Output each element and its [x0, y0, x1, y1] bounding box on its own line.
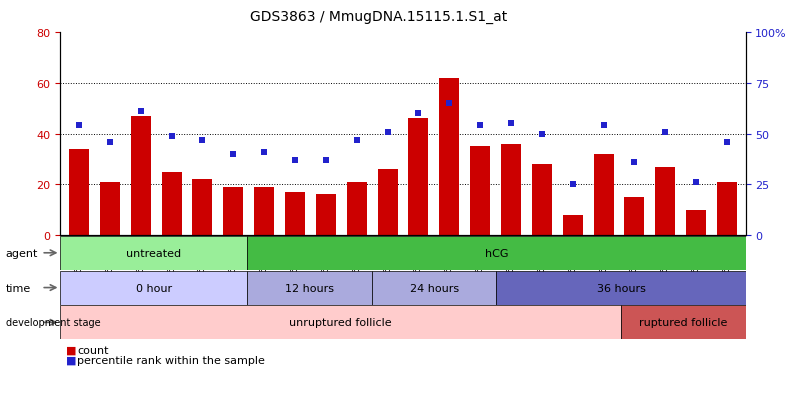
Bar — [285, 192, 305, 235]
Text: percentile rank within the sample: percentile rank within the sample — [77, 355, 265, 365]
Point — [567, 182, 580, 188]
Bar — [223, 188, 243, 235]
Bar — [316, 195, 336, 235]
Bar — [247, 271, 372, 305]
Point — [505, 121, 517, 127]
Bar — [409, 119, 429, 235]
Bar — [439, 78, 459, 235]
Bar — [347, 182, 367, 235]
Bar — [717, 182, 737, 235]
Bar — [372, 271, 496, 305]
Text: ■: ■ — [66, 355, 77, 365]
Text: unruptured follicle: unruptured follicle — [289, 318, 392, 328]
Text: GDS3863 / MmugDNA.15115.1.S1_at: GDS3863 / MmugDNA.15115.1.S1_at — [250, 10, 508, 24]
Bar — [161, 172, 181, 235]
Bar — [621, 306, 746, 339]
Text: 0 hour: 0 hour — [135, 283, 172, 293]
Bar — [69, 150, 89, 235]
Point — [535, 131, 548, 138]
Point — [381, 129, 394, 135]
Bar — [593, 154, 613, 235]
Bar — [377, 170, 397, 235]
Text: ruptured follicle: ruptured follicle — [639, 318, 728, 328]
Point — [442, 100, 455, 107]
Bar — [563, 215, 583, 235]
Point — [412, 111, 425, 117]
Point — [103, 139, 116, 146]
Text: 24 hours: 24 hours — [409, 283, 459, 293]
Point — [474, 123, 487, 129]
Bar — [470, 147, 490, 235]
Text: development stage: development stage — [6, 318, 100, 328]
Bar — [254, 188, 274, 235]
Text: ■: ■ — [66, 345, 77, 355]
Bar — [625, 197, 645, 235]
Bar — [532, 165, 552, 235]
Point — [351, 137, 364, 144]
Bar — [655, 167, 675, 235]
Bar — [496, 271, 746, 305]
Point — [135, 109, 147, 115]
Bar — [131, 116, 151, 235]
Point — [597, 123, 610, 129]
Bar — [193, 180, 213, 235]
Point — [659, 129, 671, 135]
Bar — [60, 271, 247, 305]
Bar — [60, 306, 621, 339]
Text: hCG: hCG — [484, 248, 508, 258]
Bar — [501, 145, 521, 235]
Point — [73, 123, 85, 129]
Bar — [60, 236, 247, 270]
Point — [165, 133, 178, 140]
Text: count: count — [77, 345, 109, 355]
Point — [196, 137, 209, 144]
Bar — [100, 182, 120, 235]
Point — [690, 180, 703, 186]
Point — [289, 157, 301, 164]
Text: agent: agent — [6, 248, 38, 258]
Text: untreated: untreated — [127, 248, 181, 258]
Point — [319, 157, 332, 164]
Bar — [686, 210, 706, 235]
Text: time: time — [6, 283, 31, 293]
Point — [721, 139, 733, 146]
Point — [258, 149, 271, 156]
Text: 36 hours: 36 hours — [596, 283, 646, 293]
Bar — [247, 236, 746, 270]
Point — [226, 151, 239, 158]
Text: 12 hours: 12 hours — [285, 283, 334, 293]
Point — [628, 159, 641, 166]
